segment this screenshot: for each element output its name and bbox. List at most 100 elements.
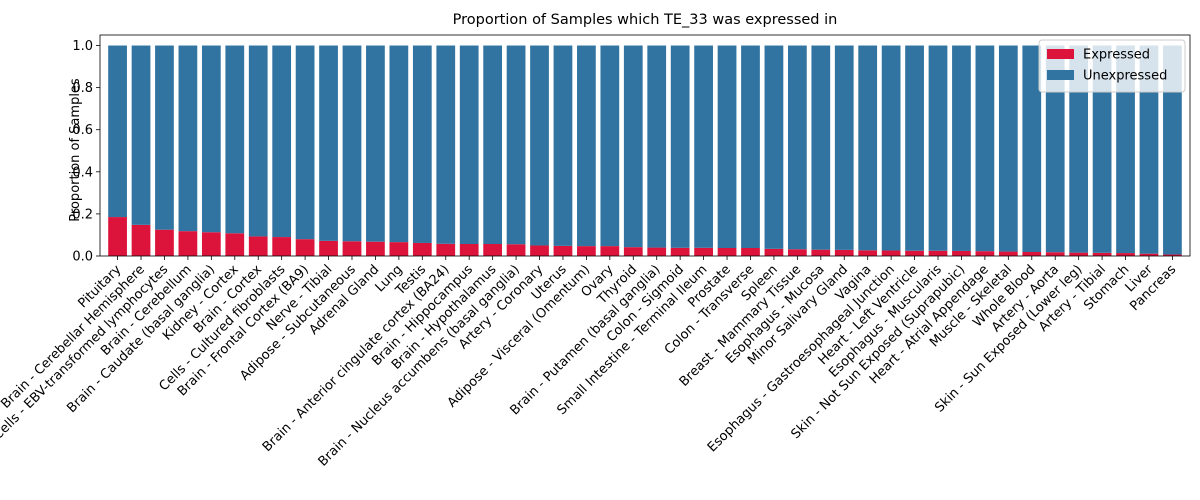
bar-expressed-2 [155,229,174,256]
bar-expressed-22 [623,247,643,256]
bar-unexpressed-37 [975,45,995,252]
y-tick-label-4: 0.8 [72,81,93,96]
bar-unexpressed-41 [1069,45,1089,253]
bar-expressed-7 [272,237,292,256]
bar-expressed-16 [483,244,503,256]
bar-unexpressed-30 [811,45,831,250]
bar-unexpressed-27 [741,45,760,248]
bar-expressed-37 [975,251,995,256]
bar-expressed-32 [858,250,878,256]
bar-expressed-41 [1069,252,1089,256]
bar-expressed-5 [225,233,245,256]
legend-swatch-unexpressed [1047,70,1074,80]
bar-unexpressed-45 [1163,45,1182,255]
bar-unexpressed-23 [647,45,667,248]
bar-unexpressed-40 [1045,45,1065,253]
bar-unexpressed-8 [295,45,315,240]
legend-label-expressed: Expressed [1083,48,1150,63]
y-tick-label-1: 0.2 [72,207,93,222]
bar-unexpressed-43 [1116,45,1135,254]
bar-expressed-45 [1163,254,1182,256]
bar-expressed-6 [248,236,268,256]
bar-unexpressed-18 [530,45,549,246]
legend-box [1038,39,1186,93]
bar-unexpressed-12 [389,45,409,243]
bar-expressed-20 [577,246,596,256]
bar-expressed-13 [412,242,432,256]
bar-unexpressed-16 [483,45,503,244]
bar-unexpressed-19 [553,45,573,246]
bar-unexpressed-7 [272,45,292,238]
bar-unexpressed-21 [600,45,620,247]
bar-unexpressed-34 [905,45,924,251]
y-axis-label: Proportion of Samples [68,78,83,222]
bar-unexpressed-26 [717,45,737,248]
legend: Expressed Unexpressed [1038,39,1186,93]
bar-unexpressed-14 [436,45,456,244]
bar-expressed-1 [131,224,151,256]
y-tick-label-3: 0.6 [72,123,93,138]
bar-expressed-15 [459,244,479,256]
bar-expressed-35 [928,250,948,256]
bar-expressed-12 [389,242,409,256]
bar-expressed-27 [741,248,760,256]
bar-expressed-17 [506,244,526,256]
bar-unexpressed-10 [342,45,362,242]
bar-unexpressed-33 [881,45,901,251]
bar-expressed-36 [952,250,971,256]
y-tick-label-0: 0.0 [72,250,93,265]
bar-unexpressed-44 [1139,45,1159,254]
bar-expressed-26 [717,248,737,256]
bar-expressed-29 [787,249,807,256]
bar-expressed-14 [436,243,456,256]
chart-title: Proportion of Samples which TE_33 was ex… [453,12,838,28]
bar-unexpressed-31 [834,45,854,250]
bar-expressed-33 [881,250,901,256]
bar-expressed-40 [1045,252,1065,256]
bar-unexpressed-32 [858,45,878,251]
y-tick-label-5: 1.0 [72,39,93,54]
y-axis: 0.0 0.2 0.4 0.6 0.8 1.0 [72,39,100,265]
bar-expressed-21 [600,246,620,256]
bar-unexpressed-22 [623,45,643,248]
bar-unexpressed-6 [248,45,268,237]
bar-unexpressed-38 [998,45,1018,252]
plot-frame [99,34,1191,257]
bar-expressed-3 [178,231,198,256]
bar-expressed-11 [366,241,385,256]
bar-unexpressed-11 [366,45,385,242]
bar-expressed-31 [834,249,854,256]
bar-expressed-39 [1022,252,1042,256]
bar-expressed-25 [694,247,713,256]
y-tick-label-2: 0.4 [72,165,93,180]
bar-expressed-23 [647,247,667,256]
bar-unexpressed-2 [155,45,174,230]
bar-expressed-44 [1139,253,1159,256]
bar-expressed-28 [764,248,784,256]
bar-unexpressed-24 [670,45,690,248]
bar-unexpressed-4 [201,45,221,233]
bar-expressed-43 [1116,253,1135,256]
legend-label-unexpressed: Unexpressed [1083,69,1167,84]
bar-unexpressed-42 [1092,45,1112,253]
bar-unexpressed-20 [577,45,596,247]
bar-expressed-0 [108,217,127,256]
bar-expressed-10 [342,241,362,256]
bar-expressed-4 [201,232,221,256]
bar-unexpressed-9 [319,45,338,241]
bar-unexpressed-39 [1022,45,1042,252]
bar-expressed-19 [553,245,573,256]
bar-expressed-24 [670,247,690,256]
bar-unexpressed-36 [952,45,971,251]
bar-unexpressed-35 [928,45,948,251]
bar-expressed-9 [319,240,338,256]
bar-expressed-34 [905,250,924,256]
bar-expressed-18 [530,245,549,256]
bar-unexpressed-15 [459,45,479,244]
bar-unexpressed-3 [178,45,198,232]
bar-expressed-30 [811,249,831,256]
bar-unexpressed-29 [787,45,807,250]
bar-unexpressed-1 [131,45,151,225]
